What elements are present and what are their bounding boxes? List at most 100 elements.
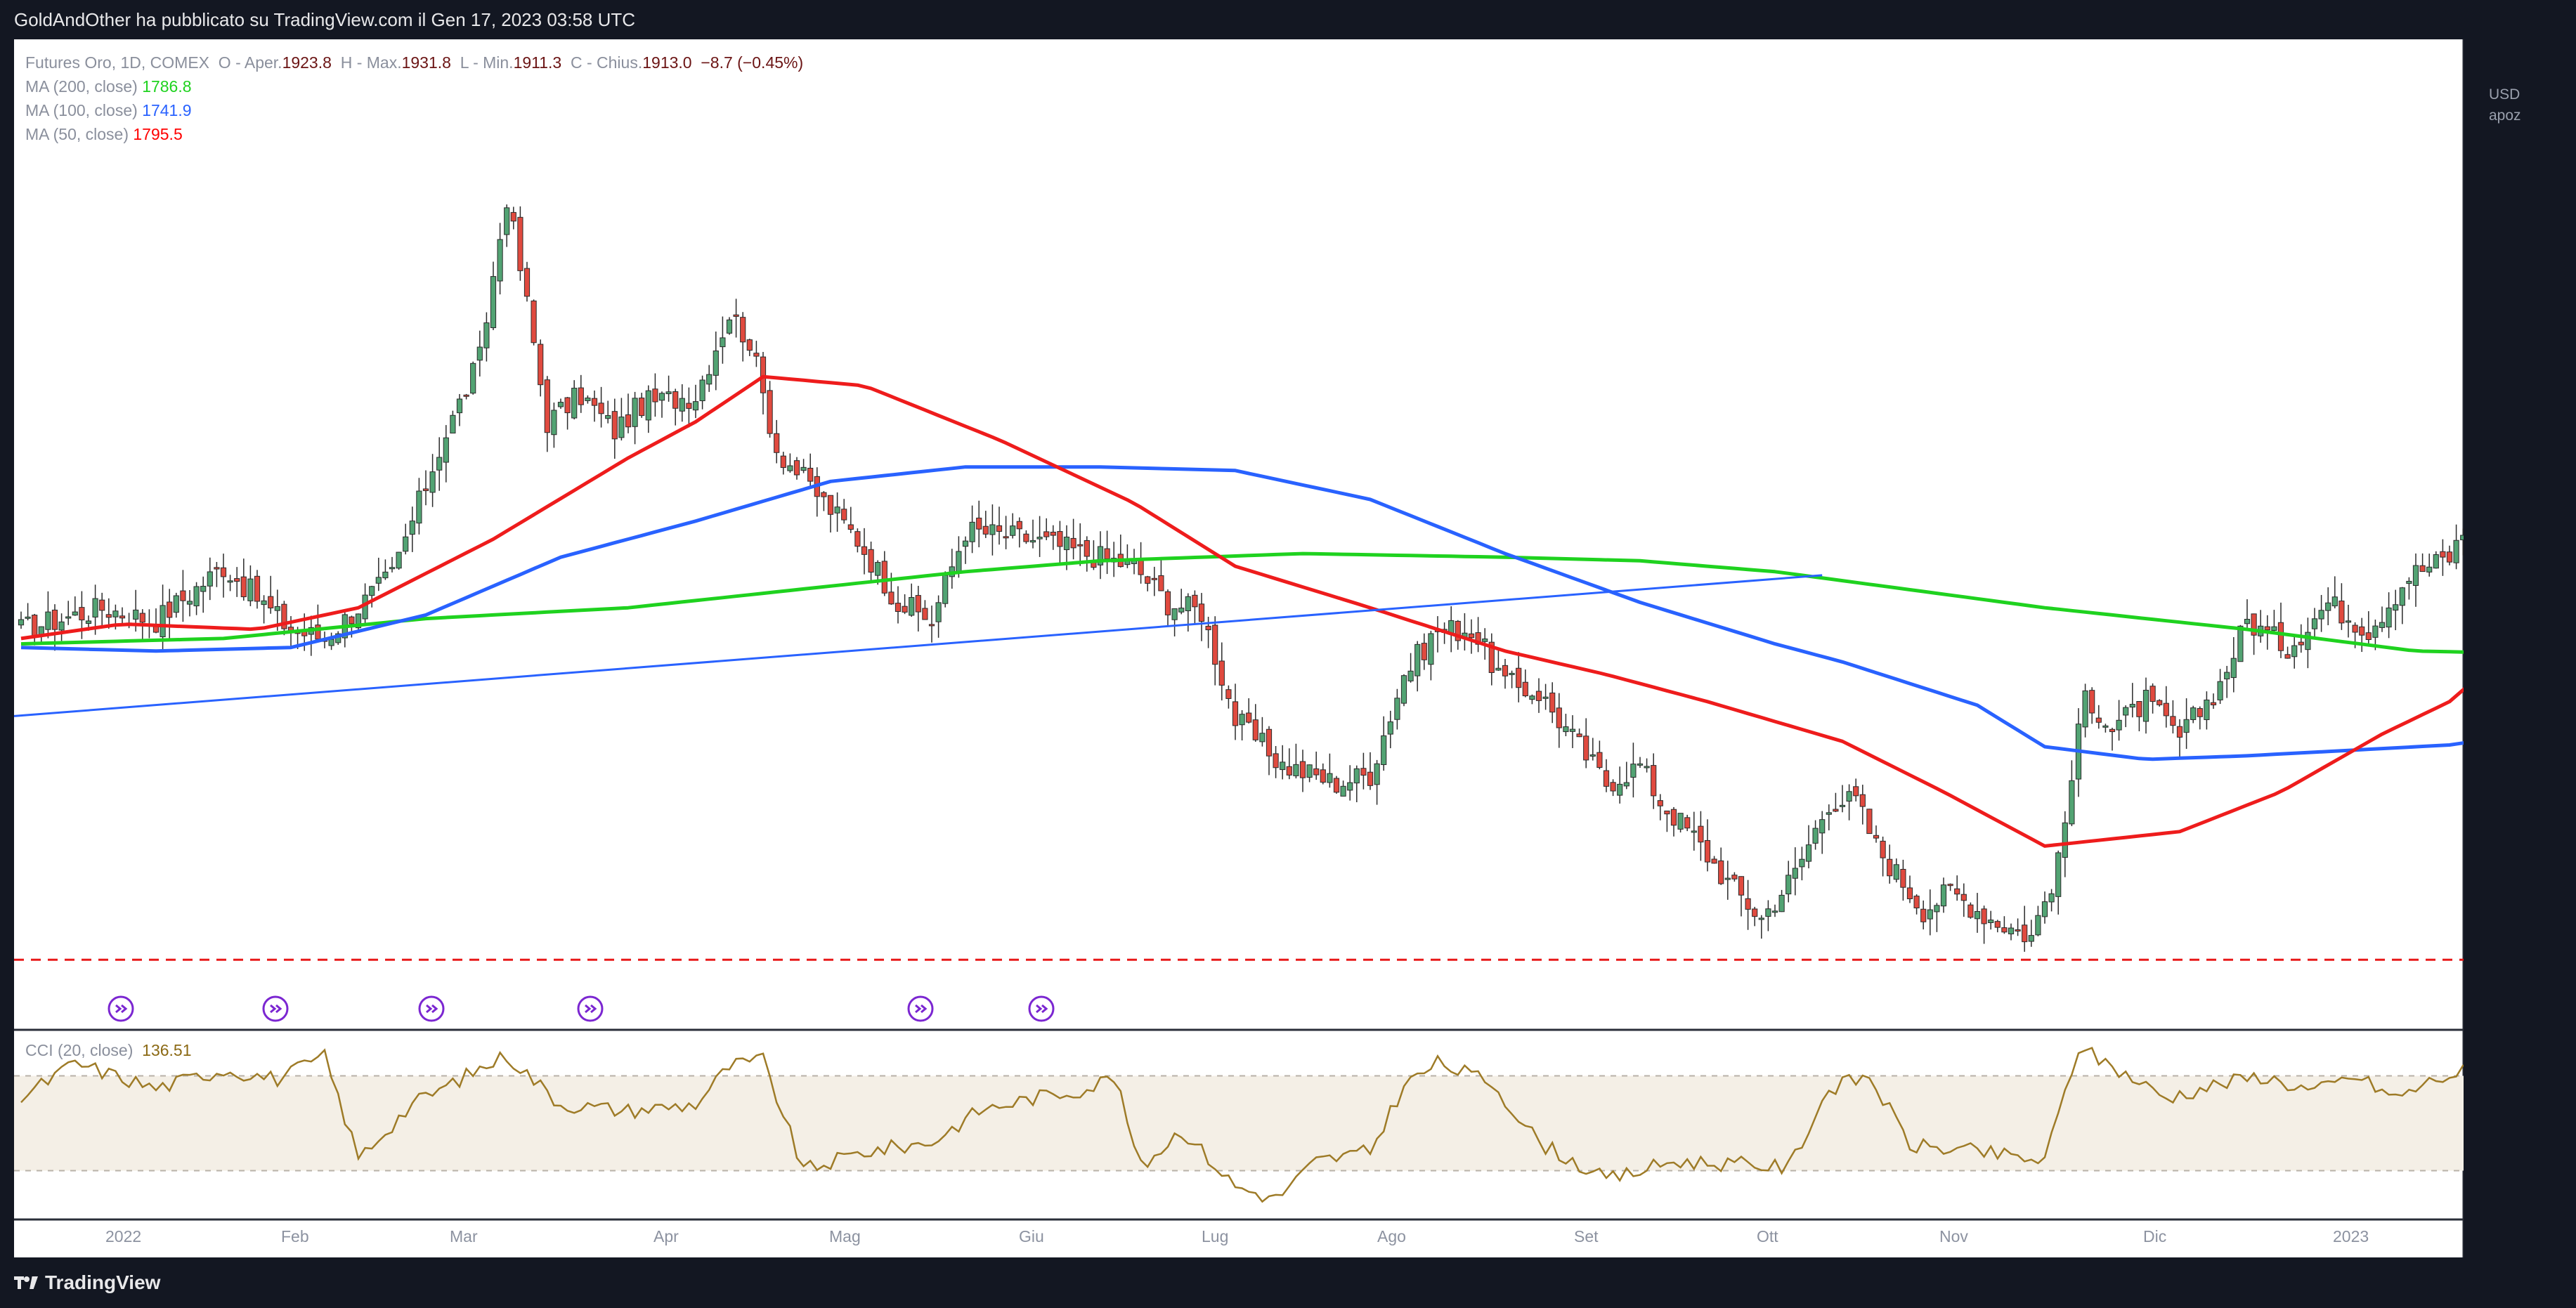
candle[interactable] <box>2035 905 2041 936</box>
candle[interactable] <box>1347 765 1353 801</box>
price-chart[interactable]: 1600.01625.01650.01675.01700.01725.01750… <box>14 39 2464 1257</box>
candle[interactable] <box>2440 539 2446 576</box>
chart-panel[interactable]: 1600.01625.01650.01675.01700.01725.01750… <box>14 39 2521 1257</box>
candle[interactable] <box>733 299 739 338</box>
candle[interactable] <box>706 365 713 392</box>
candle[interactable] <box>456 393 463 426</box>
candle[interactable] <box>220 554 227 598</box>
candle[interactable] <box>1353 765 1360 803</box>
candle[interactable] <box>1407 653 1414 683</box>
candle[interactable] <box>1131 549 1138 575</box>
candle[interactable] <box>1893 858 1899 883</box>
candle[interactable] <box>699 375 705 410</box>
candle[interactable] <box>1826 804 1832 831</box>
candle[interactable] <box>605 400 611 424</box>
candle[interactable] <box>234 567 240 597</box>
candle[interactable] <box>1637 757 1644 769</box>
candle[interactable] <box>1509 670 1515 688</box>
candle[interactable] <box>564 397 571 430</box>
candle[interactable] <box>1198 593 1205 641</box>
candle[interactable] <box>1569 715 1576 748</box>
candle[interactable] <box>1960 883 1967 917</box>
candle[interactable] <box>2393 589 2399 631</box>
candle[interactable] <box>888 573 895 606</box>
candle[interactable] <box>18 611 25 629</box>
candle[interactable] <box>1320 763 1326 785</box>
candle[interactable] <box>1988 910 1994 930</box>
candle[interactable] <box>1158 559 1164 591</box>
candle[interactable] <box>1542 684 1549 710</box>
candle[interactable] <box>1286 748 1292 780</box>
candle[interactable] <box>2365 611 2372 646</box>
candle[interactable] <box>1360 752 1367 790</box>
candle[interactable] <box>652 373 658 417</box>
candle[interactable] <box>1171 608 1178 636</box>
candle[interactable] <box>1934 903 1940 932</box>
candle[interactable] <box>355 613 362 631</box>
candle[interactable] <box>2359 617 2365 653</box>
candle[interactable] <box>1596 740 1603 770</box>
candle[interactable] <box>679 384 685 422</box>
candle[interactable] <box>1023 530 1029 544</box>
candle[interactable] <box>1475 617 1481 653</box>
candle[interactable] <box>1866 809 1873 835</box>
candle[interactable] <box>578 374 584 413</box>
candle[interactable] <box>760 352 767 414</box>
candle[interactable] <box>1428 630 1434 681</box>
candle[interactable] <box>1630 743 1637 798</box>
candle[interactable] <box>1535 678 1542 713</box>
candle[interactable] <box>753 341 760 367</box>
candle[interactable] <box>369 585 375 608</box>
candle[interactable] <box>2102 724 2109 733</box>
candle[interactable] <box>1920 900 1927 930</box>
candle[interactable] <box>375 557 382 591</box>
candle[interactable] <box>774 419 780 464</box>
ma100-line[interactable] <box>20 465 2464 761</box>
candle[interactable] <box>1913 894 1920 915</box>
candle[interactable] <box>814 467 820 517</box>
candle[interactable] <box>254 570 261 609</box>
candle[interactable] <box>1036 516 1043 557</box>
tradingview-logo[interactable]: TradingView <box>14 1271 160 1294</box>
candle[interactable] <box>25 603 31 621</box>
candle[interactable] <box>2237 624 2244 662</box>
candle[interactable] <box>32 613 38 646</box>
candle[interactable] <box>2446 545 2453 565</box>
candle[interactable] <box>1016 517 1022 548</box>
candle[interactable] <box>2284 646 2291 659</box>
candle[interactable] <box>207 557 213 601</box>
candle[interactable] <box>1400 674 1407 707</box>
candle[interactable] <box>1084 536 1090 572</box>
candle[interactable] <box>2136 701 2142 732</box>
candle[interactable] <box>2331 576 2338 609</box>
candle[interactable] <box>1887 844 1893 884</box>
candle[interactable] <box>591 390 598 422</box>
candle[interactable] <box>2412 553 2419 607</box>
candle[interactable] <box>1448 606 1455 653</box>
candle[interactable] <box>389 556 396 573</box>
candle[interactable] <box>1212 616 1218 686</box>
candle[interactable] <box>1752 906 1758 927</box>
candle[interactable] <box>261 595 267 624</box>
candle[interactable] <box>989 504 996 556</box>
candle[interactable] <box>45 591 51 639</box>
candle[interactable] <box>571 380 578 420</box>
candle[interactable] <box>2197 706 2203 730</box>
candle[interactable] <box>268 575 274 614</box>
candle[interactable] <box>1704 819 1711 872</box>
candle[interactable] <box>915 585 921 632</box>
candle[interactable] <box>1805 825 1812 869</box>
candle[interactable] <box>686 387 692 428</box>
candle[interactable] <box>2345 604 2352 638</box>
candle[interactable] <box>1293 743 1299 779</box>
candle[interactable] <box>881 551 887 596</box>
candle[interactable] <box>2386 592 2392 639</box>
candle[interactable] <box>1434 616 1441 653</box>
candle[interactable] <box>746 339 753 356</box>
cci-line[interactable] <box>20 1047 2464 1203</box>
candle[interactable] <box>2406 577 2412 600</box>
candle[interactable] <box>585 395 591 404</box>
legend-ma50-row[interactable]: MA (50, close) 1795.5 <box>25 122 803 146</box>
candle[interactable] <box>807 453 814 487</box>
candle[interactable] <box>2251 613 2257 655</box>
